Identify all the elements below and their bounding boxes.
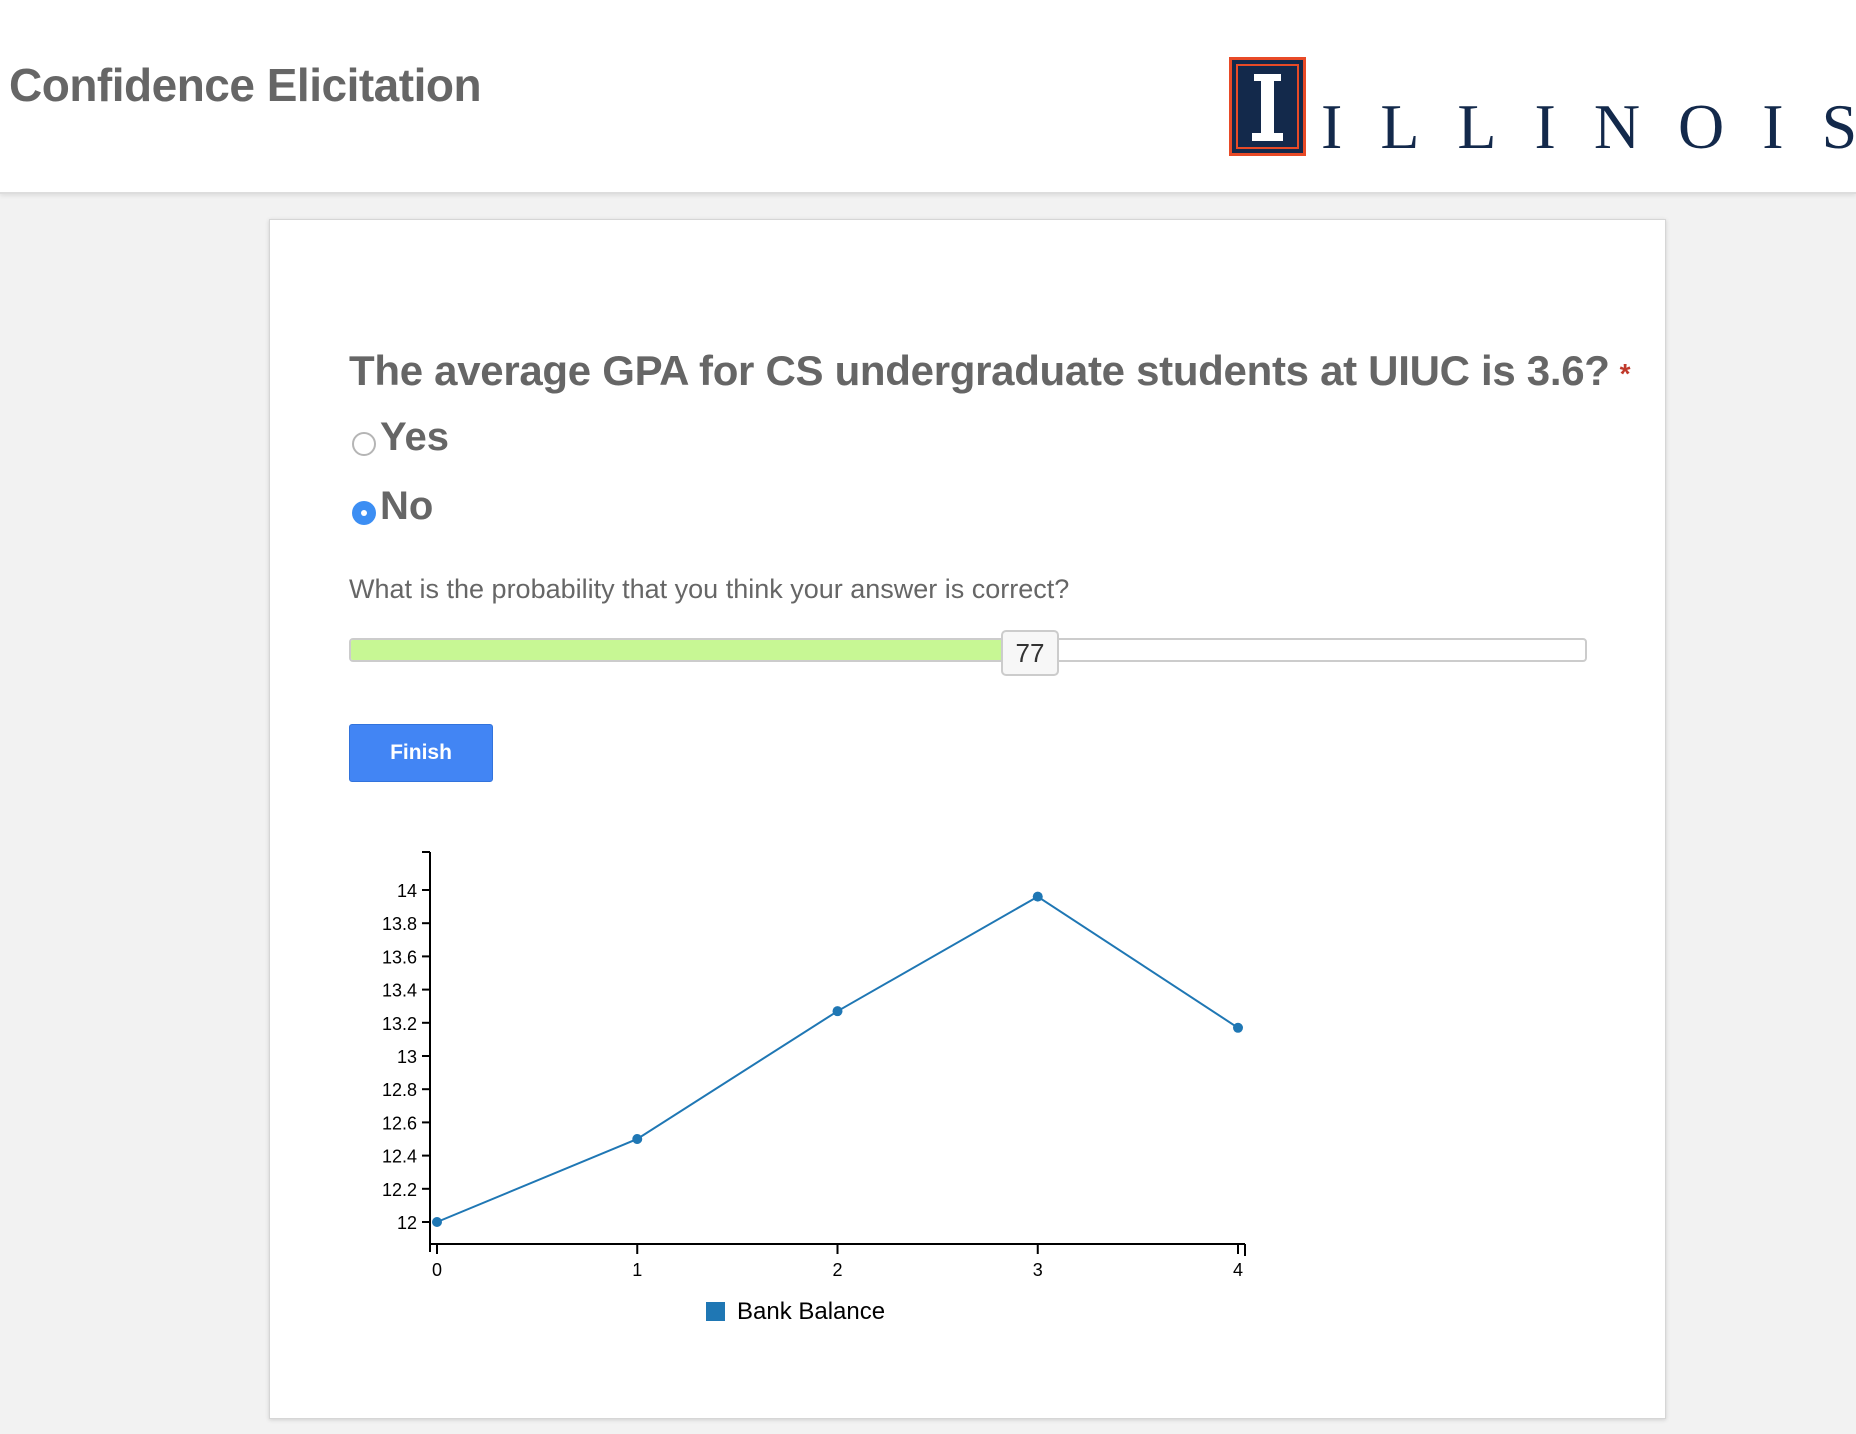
- app-title: Confidence Elicitation: [9, 59, 482, 111]
- legend-swatch: [706, 1302, 725, 1321]
- y-tick-label: 12.2: [382, 1180, 417, 1200]
- data-point: [632, 1134, 643, 1144]
- y-tick-label: 13.8: [382, 914, 417, 934]
- header: Confidence Elicitation ILLINOIS: [0, 0, 1856, 194]
- logo-wordmark: ILLINOIS: [1321, 91, 1856, 162]
- y-tick-label: 13: [397, 1047, 417, 1067]
- y-tick-label: 13.6: [382, 947, 417, 967]
- y-tick-label: 12.6: [382, 1113, 417, 1133]
- survey-card: The average GPA for CS undergraduate stu…: [269, 219, 1666, 1419]
- y-tick-label: 12.8: [382, 1080, 417, 1100]
- y-tick-label: 12.4: [382, 1147, 417, 1167]
- chart-marks: [432, 891, 1243, 1227]
- data-point: [1233, 1022, 1243, 1033]
- question-text: The average GPA for CS undergraduate stu…: [349, 347, 1610, 394]
- column-logo-icon: [1229, 57, 1306, 156]
- x-tick-label: 3: [1033, 1260, 1043, 1280]
- chart-legend: Bank Balance: [706, 1298, 885, 1325]
- probability-slider[interactable]: [349, 638, 1587, 662]
- x-tick-label: 1: [632, 1260, 642, 1280]
- data-point: [1032, 891, 1043, 902]
- y-tick-label: 14: [397, 881, 417, 901]
- option-yes-label[interactable]: Yes: [380, 415, 449, 459]
- x-tick-label: 0: [432, 1260, 442, 1280]
- option-no[interactable]: No: [352, 484, 433, 529]
- question-title: The average GPA for CS undergraduate stu…: [349, 347, 1631, 395]
- data-point: [832, 1006, 843, 1017]
- slider-handle[interactable]: 77: [1001, 630, 1059, 676]
- option-no-label[interactable]: No: [380, 484, 434, 528]
- legend-label: Bank Balance: [737, 1298, 885, 1325]
- x-tick-label: 2: [832, 1260, 842, 1280]
- x-tick-label: 4: [1233, 1260, 1243, 1280]
- option-yes[interactable]: Yes: [352, 415, 449, 460]
- y-tick-label: 13.2: [382, 1014, 417, 1034]
- series-line-bank-balance: [436, 895, 1239, 1223]
- slider-fill: [351, 640, 1030, 660]
- probability-prompt: What is the probability that you think y…: [349, 574, 1070, 604]
- finish-button[interactable]: Finish: [349, 724, 493, 782]
- y-tick-label: 12: [397, 1213, 417, 1233]
- radio-no[interactable]: [352, 500, 376, 525]
- data-point: [432, 1217, 442, 1227]
- required-marker: *: [1619, 357, 1631, 389]
- y-tick-label: 13.4: [382, 981, 417, 1001]
- radio-yes[interactable]: [352, 431, 376, 456]
